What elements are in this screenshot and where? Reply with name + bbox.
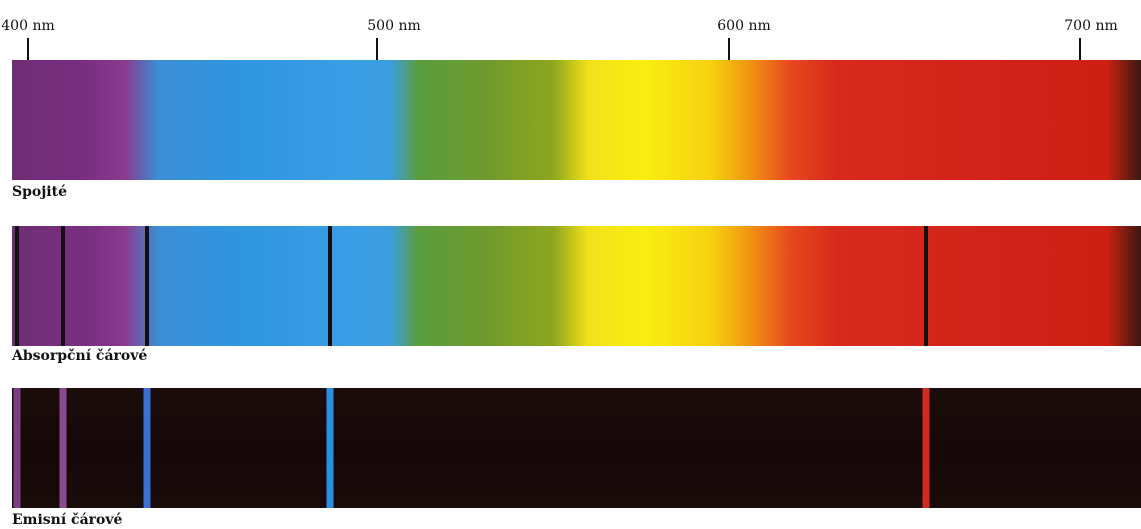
tick-label-700: 700 nm xyxy=(1064,18,1118,34)
tick-label-500: 500 nm xyxy=(367,18,421,34)
emission-spectrum-band xyxy=(12,388,1141,508)
continuous-spectrum-label: Spojité xyxy=(12,184,67,200)
tick-mark-700 xyxy=(1079,38,1081,60)
tick-label-400: 400 nm xyxy=(1,18,55,34)
absorption-spectrum-label: Absorpční čárové xyxy=(12,348,148,364)
tick-mark-400 xyxy=(27,38,29,60)
absorption-line-486nm xyxy=(327,226,332,346)
emission-line-397nm xyxy=(13,388,21,508)
absorption-line-410nm xyxy=(61,226,66,346)
absorption-line-434nm xyxy=(145,226,150,346)
emission-spectrum-label: Emisní čárové xyxy=(12,512,123,528)
emission-line-656nm xyxy=(922,388,930,508)
absorption-spectrum-band xyxy=(12,226,1141,346)
tick-label-600: 600 nm xyxy=(717,18,771,34)
absorption-line-397nm xyxy=(15,226,20,346)
absorption-line-656nm xyxy=(923,226,928,346)
emission-line-410nm xyxy=(59,388,67,508)
wavelength-axis: 400 nm 500 nm 600 nm 700 nm xyxy=(0,0,1141,62)
tick-mark-600 xyxy=(728,38,730,60)
continuous-spectrum-band xyxy=(12,60,1141,180)
emission-line-486nm xyxy=(326,388,334,508)
tick-mark-500 xyxy=(376,38,378,60)
emission-line-434nm xyxy=(143,388,151,508)
